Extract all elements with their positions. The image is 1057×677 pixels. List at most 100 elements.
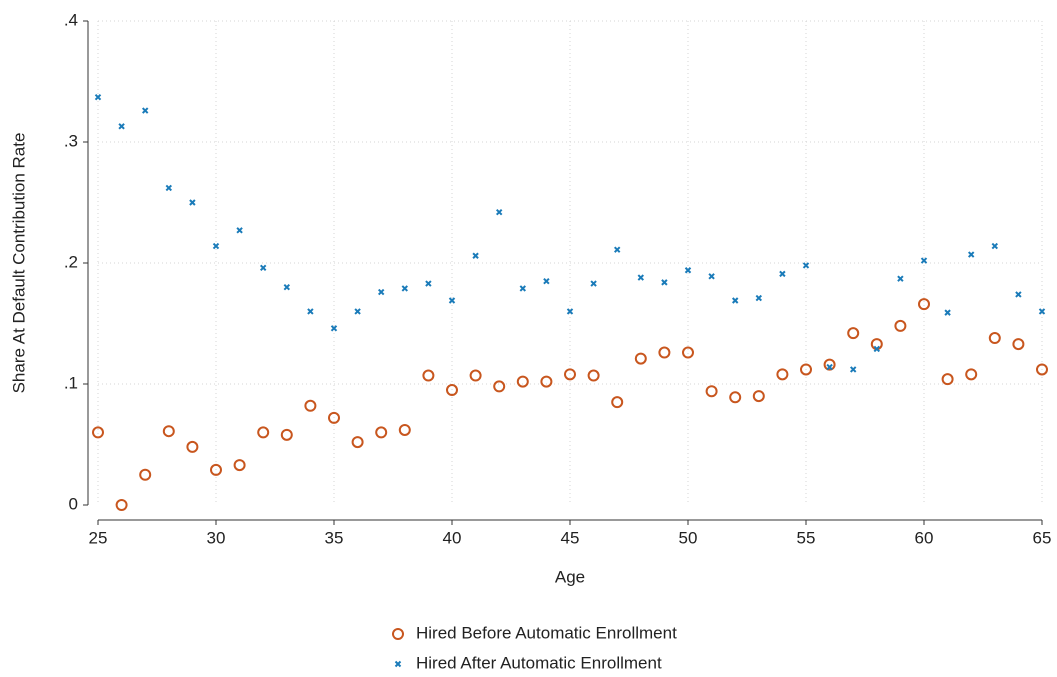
point (469, 369, 482, 382)
point (330, 325, 338, 332)
point (611, 396, 624, 409)
point (779, 270, 786, 278)
point (564, 368, 576, 381)
point (210, 463, 222, 476)
point (283, 283, 291, 291)
point (448, 297, 456, 304)
point (446, 384, 458, 397)
point (162, 425, 175, 438)
point (165, 184, 173, 192)
x-tick-label: 65 (1033, 528, 1052, 547)
point (1015, 291, 1022, 298)
point (967, 251, 975, 258)
point (377, 288, 385, 296)
point (847, 327, 860, 340)
point (307, 308, 314, 315)
y-tick-label: 0 (69, 494, 78, 513)
y-tick-label: .1 (64, 373, 78, 392)
x-tick-label: 25 (89, 528, 108, 547)
point (257, 426, 270, 439)
point (587, 369, 600, 382)
point (1012, 338, 1025, 351)
x-tick-label: 60 (915, 528, 934, 547)
point (566, 308, 574, 315)
point (472, 252, 479, 259)
point (637, 274, 645, 281)
point (752, 390, 765, 403)
point (519, 285, 527, 292)
point (1038, 308, 1046, 315)
legend-label: Hired Before Automatic Enrollment (416, 623, 677, 642)
point (543, 277, 550, 285)
point (823, 358, 836, 371)
y-tick-label: .4 (64, 10, 78, 29)
point (398, 423, 411, 436)
point (118, 123, 125, 130)
point (731, 297, 739, 304)
point (944, 309, 951, 316)
point (304, 399, 317, 412)
point (425, 280, 432, 287)
point (988, 332, 1001, 345)
point (590, 280, 597, 287)
point (375, 426, 388, 439)
point (212, 242, 220, 250)
point (849, 366, 857, 373)
point (540, 375, 553, 388)
point (280, 428, 293, 441)
point (991, 242, 999, 250)
point (800, 363, 812, 376)
point (186, 440, 199, 453)
x-tick-label: 45 (561, 528, 580, 547)
x-tick-label: 35 (325, 528, 344, 547)
point (661, 279, 668, 286)
point (493, 380, 506, 393)
point (802, 262, 810, 269)
point (658, 346, 671, 359)
point (776, 368, 789, 381)
point (705, 385, 718, 398)
point (897, 275, 904, 282)
point (92, 426, 104, 439)
point (236, 227, 243, 234)
y-tick-label: .3 (64, 131, 78, 150)
point (1036, 363, 1048, 376)
point (634, 352, 647, 365)
point (729, 391, 742, 404)
point (94, 94, 102, 101)
point (354, 308, 361, 315)
point (115, 499, 128, 511)
point (826, 363, 833, 371)
x-axis-label: Age (555, 567, 585, 586)
point (141, 107, 149, 114)
point (941, 373, 954, 386)
x-tick-label: 40 (443, 528, 462, 547)
point (965, 368, 978, 381)
legend-marker (394, 660, 402, 668)
point (920, 257, 928, 264)
point (233, 459, 246, 472)
point (401, 285, 409, 292)
x-tick-label: 30 (207, 528, 226, 547)
point (684, 267, 692, 274)
point (351, 436, 364, 449)
y-axis-label: Share At Default Contribution Rate (9, 133, 28, 394)
legend-label: Hired After Automatic Enrollment (416, 653, 662, 672)
point (259, 264, 267, 272)
legend-marker (392, 628, 404, 640)
point (328, 411, 340, 424)
point (873, 345, 881, 353)
point (682, 346, 694, 359)
point (495, 208, 503, 216)
point (918, 298, 930, 311)
point (708, 273, 715, 280)
point (894, 319, 907, 332)
y-tick-label: .2 (64, 252, 78, 271)
point (189, 199, 196, 206)
x-tick-label: 50 (679, 528, 698, 547)
point (422, 369, 435, 382)
point (755, 294, 763, 302)
x-tick-label: 55 (797, 528, 816, 547)
point (139, 468, 152, 481)
